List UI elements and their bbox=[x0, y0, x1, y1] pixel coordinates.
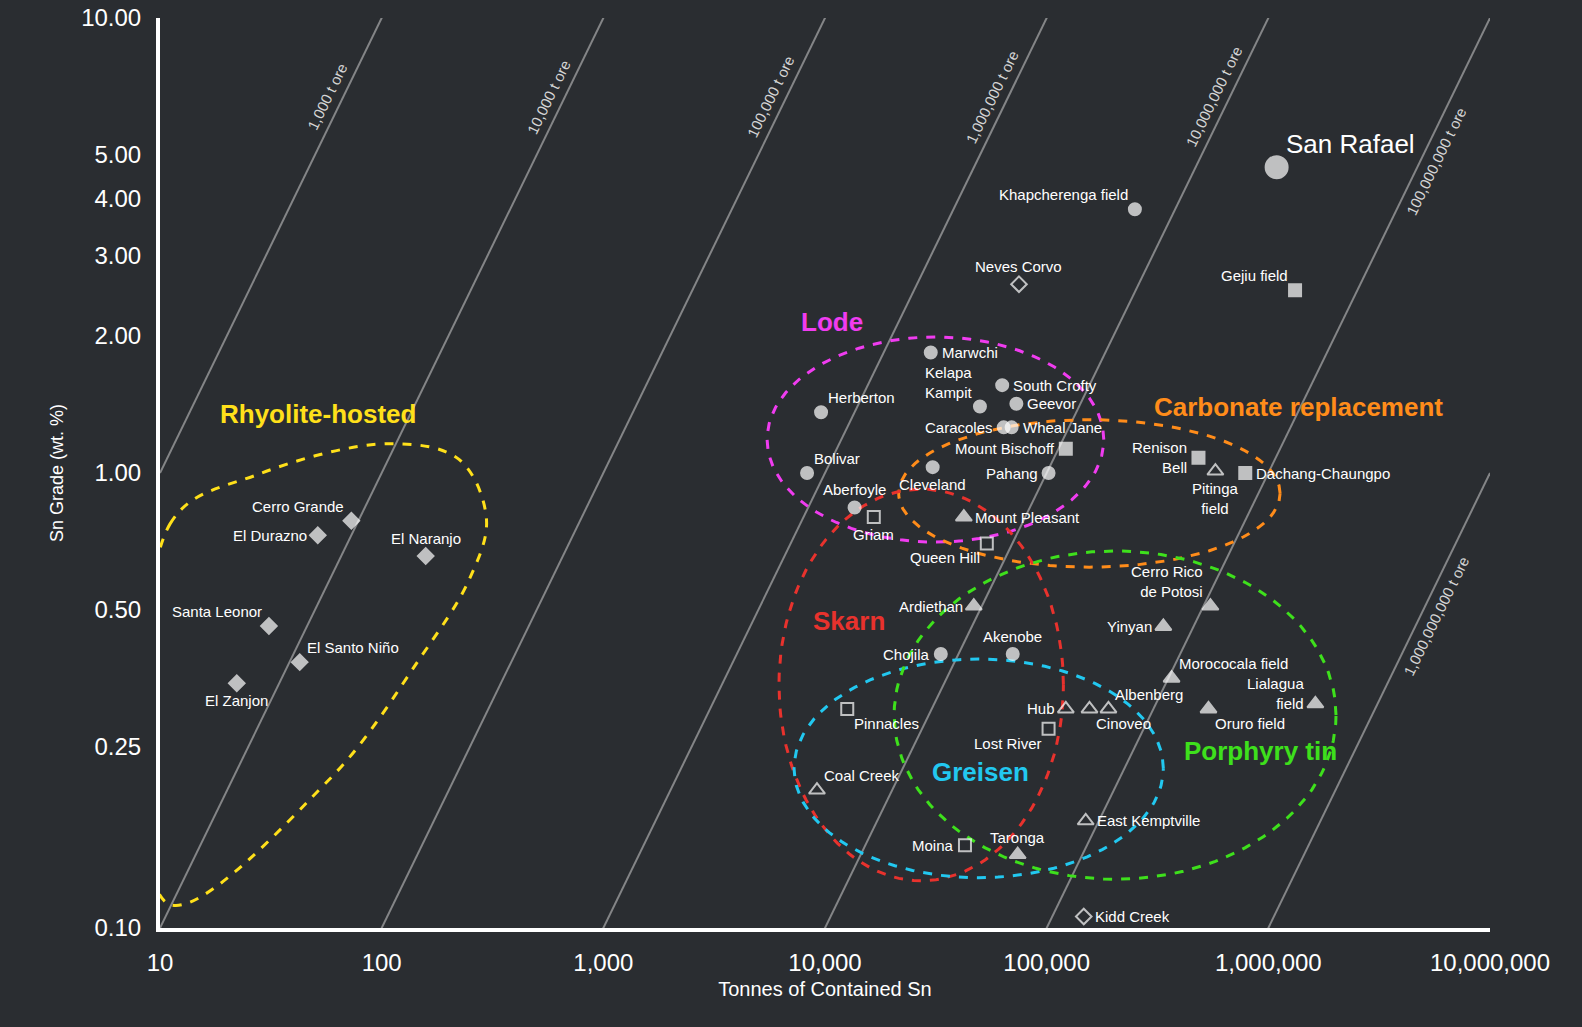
svg-text:Carbonate replacement: Carbonate replacement bbox=[1154, 392, 1443, 422]
svg-text:10,000: 10,000 bbox=[788, 949, 861, 976]
svg-text:Bolivar: Bolivar bbox=[814, 450, 860, 467]
svg-text:Queen Hill: Queen Hill bbox=[910, 549, 980, 566]
svg-text:Wheal Jane: Wheal Jane bbox=[1023, 419, 1102, 436]
svg-text:Rhyolite-hosted: Rhyolite-hosted bbox=[220, 399, 416, 429]
svg-text:San Rafael: San Rafael bbox=[1286, 129, 1415, 159]
svg-text:El Durazno: El Durazno bbox=[233, 527, 307, 544]
svg-text:Griam: Griam bbox=[853, 526, 894, 543]
svg-text:Mount Bischoff: Mount Bischoff bbox=[955, 440, 1055, 457]
svg-text:1,000,000: 1,000,000 bbox=[1215, 949, 1322, 976]
svg-text:100,000 t ore: 100,000 t ore bbox=[744, 53, 798, 140]
svg-text:3.00: 3.00 bbox=[94, 242, 141, 269]
svg-text:El Naranjo: El Naranjo bbox=[391, 530, 461, 547]
svg-text:Morococala field: Morococala field bbox=[1179, 655, 1288, 672]
svg-text:Hub: Hub bbox=[1027, 700, 1055, 717]
svg-text:Albenberg: Albenberg bbox=[1115, 686, 1183, 703]
svg-text:10: 10 bbox=[147, 949, 174, 976]
svg-text:Lialaguafield: Lialaguafield bbox=[1247, 675, 1304, 712]
svg-text:10,000 t ore: 10,000 t ore bbox=[524, 57, 574, 136]
svg-text:Skarn: Skarn bbox=[813, 606, 885, 636]
svg-text:0.25: 0.25 bbox=[94, 733, 141, 760]
svg-text:KelapaKampit: KelapaKampit bbox=[925, 364, 973, 401]
svg-text:Taronga: Taronga bbox=[990, 829, 1045, 846]
svg-text:Tonnes of Contained Sn: Tonnes of Contained Sn bbox=[718, 978, 932, 1000]
svg-text:Pitingafield: Pitingafield bbox=[1192, 480, 1239, 517]
svg-text:Yinyan: Yinyan bbox=[1107, 618, 1152, 635]
svg-text:Neves Corvo: Neves Corvo bbox=[975, 258, 1062, 275]
svg-text:Sn Grade (wt. %): Sn Grade (wt. %) bbox=[47, 404, 67, 542]
svg-text:4.00: 4.00 bbox=[94, 185, 141, 212]
svg-text:10.00: 10.00 bbox=[81, 4, 141, 31]
svg-text:Cinoveo: Cinoveo bbox=[1096, 715, 1151, 732]
svg-text:Aberfoyle: Aberfoyle bbox=[823, 481, 886, 498]
svg-text:Coal Creek: Coal Creek bbox=[824, 767, 900, 784]
svg-text:Mount Pleasant: Mount Pleasant bbox=[975, 509, 1080, 526]
svg-text:10,000,000: 10,000,000 bbox=[1430, 949, 1550, 976]
svg-text:Caracoles: Caracoles bbox=[925, 419, 993, 436]
svg-text:Lost River: Lost River bbox=[974, 735, 1042, 752]
svg-text:Santa Leonor: Santa Leonor bbox=[172, 603, 262, 620]
svg-text:Chojila: Chojila bbox=[883, 646, 930, 663]
svg-text:1,000,000 t ore: 1,000,000 t ore bbox=[962, 48, 1021, 146]
svg-text:Marwchi: Marwchi bbox=[942, 344, 998, 361]
svg-text:100: 100 bbox=[362, 949, 402, 976]
svg-text:Pinnacles: Pinnacles bbox=[854, 715, 919, 732]
svg-text:100,000,000 t ore: 100,000,000 t ore bbox=[1403, 105, 1470, 218]
svg-text:Geevor: Geevor bbox=[1027, 395, 1076, 412]
svg-text:Oruro field: Oruro field bbox=[1215, 715, 1285, 732]
svg-text:El Santo Niño: El Santo Niño bbox=[307, 639, 399, 656]
svg-text:100,000: 100,000 bbox=[1003, 949, 1090, 976]
svg-text:El Zanjon: El Zanjon bbox=[205, 692, 268, 709]
svg-text:Cerro Ricode Potosi: Cerro Ricode Potosi bbox=[1131, 563, 1203, 600]
svg-text:South Crofty: South Crofty bbox=[1013, 377, 1097, 394]
svg-text:Moina: Moina bbox=[912, 837, 954, 854]
svg-text:Lode: Lode bbox=[801, 307, 863, 337]
svg-text:1,000,000,000 t ore: 1,000,000,000 t ore bbox=[1400, 554, 1472, 678]
svg-text:Akenobe: Akenobe bbox=[983, 628, 1042, 645]
svg-text:1,000: 1,000 bbox=[573, 949, 633, 976]
svg-text:0.10: 0.10 bbox=[94, 914, 141, 941]
svg-text:5.00: 5.00 bbox=[94, 141, 141, 168]
svg-text:RenisonBell: RenisonBell bbox=[1132, 439, 1187, 476]
svg-text:Kidd Creek: Kidd Creek bbox=[1095, 908, 1170, 925]
svg-text:1,000 t ore: 1,000 t ore bbox=[304, 61, 351, 133]
svg-text:Khapcherenga field: Khapcherenga field bbox=[999, 186, 1128, 203]
svg-text:Pahang: Pahang bbox=[986, 465, 1038, 482]
svg-text:Porphyry tin: Porphyry tin bbox=[1184, 736, 1337, 766]
svg-text:10,000,000 t ore: 10,000,000 t ore bbox=[1182, 44, 1245, 150]
svg-text:Ardiethan: Ardiethan bbox=[899, 598, 963, 615]
svg-text:Cerro Grande: Cerro Grande bbox=[252, 498, 344, 515]
svg-text:East Kemptville: East Kemptville bbox=[1097, 812, 1200, 829]
svg-text:Dachang-Chaungpo: Dachang-Chaungpo bbox=[1256, 465, 1390, 482]
svg-text:Cleveland: Cleveland bbox=[899, 476, 966, 493]
svg-text:Greisen: Greisen bbox=[932, 757, 1029, 787]
svg-text:1.00: 1.00 bbox=[94, 459, 141, 486]
svg-text:Gejiu field: Gejiu field bbox=[1221, 267, 1288, 284]
svg-text:2.00: 2.00 bbox=[94, 322, 141, 349]
svg-text:Herberton: Herberton bbox=[828, 389, 895, 406]
svg-text:0.50: 0.50 bbox=[94, 596, 141, 623]
